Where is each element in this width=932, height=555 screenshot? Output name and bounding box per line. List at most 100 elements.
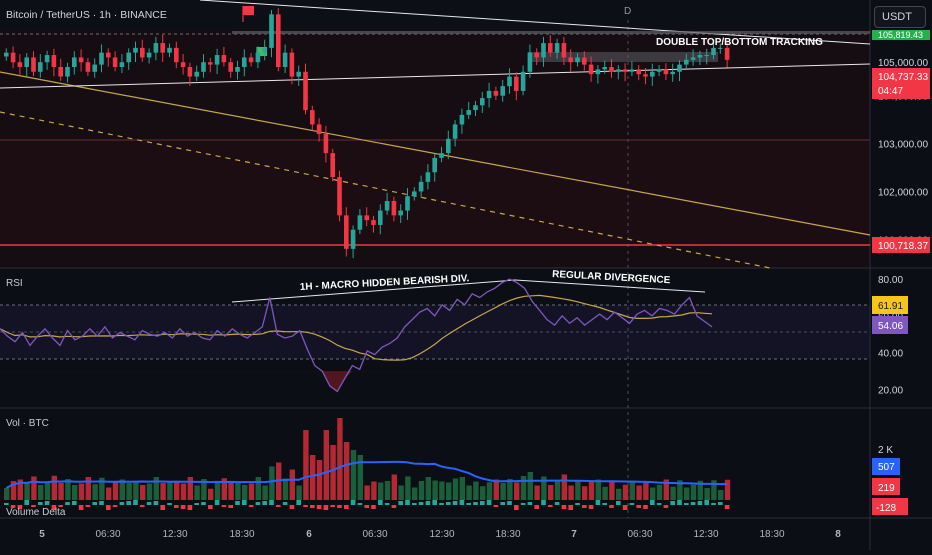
rsi-pane-label[interactable]: RSI xyxy=(6,278,23,289)
volume-bar xyxy=(636,485,642,500)
rsi-oversold-fill xyxy=(0,371,712,392)
delta-bar xyxy=(520,503,526,505)
candle xyxy=(602,67,607,70)
candle xyxy=(486,90,492,99)
volume-bar xyxy=(310,455,316,500)
candle xyxy=(452,124,458,139)
candle xyxy=(58,67,63,77)
candle xyxy=(72,57,77,67)
delta-bar xyxy=(466,503,471,505)
candle xyxy=(92,64,97,72)
delta-bar xyxy=(330,505,335,507)
volume-bar xyxy=(493,479,499,500)
delta-bar xyxy=(214,500,220,505)
volume-bar xyxy=(119,479,125,500)
delta-bar xyxy=(548,505,553,507)
support-badge xyxy=(872,237,930,253)
delta-bar xyxy=(323,505,329,510)
delta-bar xyxy=(500,502,505,505)
currency-button[interactable]: USDT xyxy=(874,6,926,28)
volume-bar xyxy=(201,479,207,500)
vol-pane-label[interactable]: Vol · BTC xyxy=(6,418,49,429)
volume-bar xyxy=(228,483,234,500)
delta-bar xyxy=(133,500,138,505)
delta-bar xyxy=(629,503,635,505)
delta-bar xyxy=(167,503,172,505)
candle xyxy=(609,67,614,72)
delta-bar xyxy=(303,505,308,507)
candle xyxy=(595,69,601,75)
volume-bar xyxy=(174,482,180,500)
time-tick: 6 xyxy=(306,529,312,540)
rsi-value-badge xyxy=(872,316,908,334)
volume-bar xyxy=(323,430,329,500)
regular-div-line xyxy=(514,279,706,293)
volume-bar xyxy=(439,481,445,500)
volume-bar xyxy=(160,483,166,500)
time-tick: 12:30 xyxy=(429,529,454,540)
delta-bar xyxy=(38,502,43,505)
delta-pane-label[interactable]: Volume Delta xyxy=(6,507,66,518)
delta-bar xyxy=(582,505,587,508)
day-marker: D xyxy=(624,6,631,17)
candle xyxy=(643,74,648,77)
volume-bar xyxy=(588,481,595,500)
candle xyxy=(31,57,36,72)
candle xyxy=(282,52,288,67)
delta-bar xyxy=(412,503,417,505)
time-tick: 8 xyxy=(835,529,841,540)
volume-bar xyxy=(364,485,370,500)
delta-bar xyxy=(391,505,397,508)
volume-bar xyxy=(153,477,159,500)
volume-bars xyxy=(4,418,731,510)
candle xyxy=(439,153,444,158)
volume-bar xyxy=(724,479,731,500)
time-tick: 18:30 xyxy=(495,529,520,540)
delta-bar xyxy=(174,505,179,508)
candle xyxy=(167,47,172,53)
delta-bar xyxy=(656,503,662,505)
price-tick: 103,000.00 xyxy=(878,140,928,151)
candle xyxy=(180,62,186,67)
delta-bar xyxy=(446,502,451,505)
candle xyxy=(303,71,308,111)
volume-bar xyxy=(432,480,438,500)
candle xyxy=(425,172,431,182)
candle xyxy=(10,52,16,63)
candle xyxy=(262,47,267,53)
volume-bar xyxy=(282,478,289,500)
candle xyxy=(146,52,152,58)
delta-bar xyxy=(106,505,111,510)
symbol-header[interactable]: Bitcoin / TetherUS · 1h · BINANCE xyxy=(6,9,167,21)
candle xyxy=(493,90,499,96)
volume-bar xyxy=(514,482,520,500)
delta-bar xyxy=(337,505,342,508)
volume-bar xyxy=(112,481,119,500)
volume-bar xyxy=(72,485,78,500)
candle xyxy=(44,55,50,63)
volume-bar xyxy=(31,476,37,500)
candle xyxy=(214,55,220,65)
volume-bar xyxy=(629,480,635,500)
candle xyxy=(194,71,199,77)
candle xyxy=(133,47,138,53)
rsi-ma-line xyxy=(0,294,713,361)
delta-bar xyxy=(187,505,193,510)
candle xyxy=(684,59,689,65)
delta-bar xyxy=(17,505,23,509)
delta-value-badge xyxy=(872,498,908,515)
candle xyxy=(78,57,84,63)
candle xyxy=(432,157,437,173)
delta-bar xyxy=(541,500,546,505)
volume-bar xyxy=(38,485,44,500)
candle xyxy=(663,69,669,75)
volume-bar xyxy=(242,485,248,500)
volume-bar xyxy=(187,477,193,500)
delta-bar xyxy=(622,505,628,510)
volume-bar xyxy=(398,485,404,500)
volume-bar xyxy=(99,477,105,500)
delta-bar xyxy=(439,503,444,505)
time-tick: 18:30 xyxy=(229,529,254,540)
delta-bar xyxy=(310,505,315,508)
